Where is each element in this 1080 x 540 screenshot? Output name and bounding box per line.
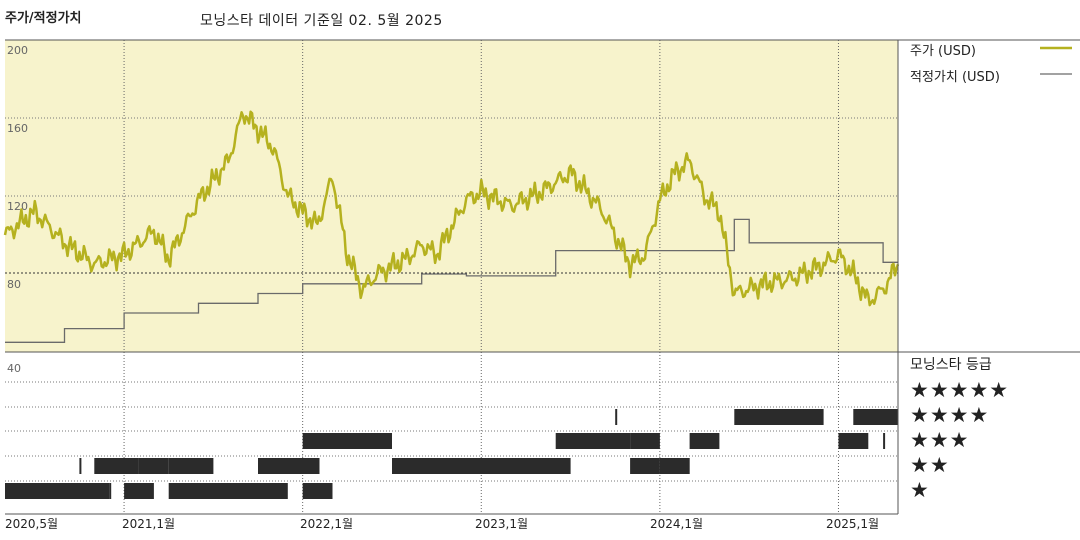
fair-value-series-line bbox=[5, 218, 898, 343]
rating-bar-1-star bbox=[302, 483, 333, 499]
y-tick-label: 160 bbox=[7, 122, 28, 135]
y-tick-label: 200 bbox=[7, 44, 28, 57]
x-tick-label-2025-1: 2025,1월 bbox=[826, 517, 880, 531]
x-tick-label-2020-5: 2020,5월 bbox=[5, 517, 59, 531]
rating-bars bbox=[5, 409, 898, 499]
rating-bar-4-star bbox=[853, 409, 898, 425]
rating-bar-2-star bbox=[94, 458, 139, 474]
rating-bar-2-star bbox=[630, 458, 660, 474]
y-tick-label: 80 bbox=[7, 278, 21, 291]
vertical-grid bbox=[123, 40, 839, 514]
rating-bar-3-star bbox=[838, 433, 869, 449]
rating-row-1-star: ★ bbox=[910, 478, 930, 502]
x-tick-label-2021-1: 2021,1월 bbox=[122, 517, 176, 531]
rating-bar-3-star bbox=[630, 433, 660, 449]
rating-title: 모닝스타 등급 bbox=[910, 357, 992, 373]
rating-bar-3-star bbox=[302, 433, 392, 449]
rating-bar-3-star bbox=[883, 433, 886, 449]
rating-bar-2-star bbox=[168, 458, 214, 474]
legend-price-label: 주가 (USD) bbox=[910, 44, 976, 59]
x-tick-label-2023-1: 2023,1월 bbox=[475, 517, 529, 531]
x-tick-label-2024-1: 2024,1월 bbox=[650, 517, 704, 531]
rating-row-5-stars: ★★★★★ bbox=[910, 378, 1010, 402]
rating-bar-2-star bbox=[258, 458, 318, 474]
rating-bar-2-star bbox=[138, 458, 169, 474]
rating-bar-2-star bbox=[317, 458, 320, 474]
rating-grid bbox=[5, 381, 898, 482]
rating-row-3-stars: ★★★ bbox=[910, 428, 970, 452]
rating-bar-2-star bbox=[659, 458, 690, 474]
rating-bar-1-star bbox=[109, 483, 112, 499]
chart-subtitle: 모닝스타 데이터 기준일 02. 5월 2025 bbox=[200, 13, 443, 29]
legend-fair-value-label: 적정가치 (USD) bbox=[910, 70, 1000, 85]
rating-bar-3-star bbox=[689, 433, 720, 449]
rating-bar-3-star bbox=[555, 433, 631, 449]
rating-bar-4-star bbox=[734, 409, 824, 425]
y-tick-label: 40 bbox=[7, 362, 21, 375]
rating-bar-1-star bbox=[5, 483, 110, 499]
y-tick-label: 120 bbox=[7, 200, 28, 213]
rating-bar-1-star bbox=[124, 483, 154, 499]
rating-bar-4-star bbox=[615, 409, 618, 425]
rating-bar-2-star bbox=[79, 458, 82, 474]
rating-row-4-stars: ★★★★ bbox=[910, 403, 990, 427]
x-tick-label-2022-1: 2022,1월 bbox=[300, 517, 354, 531]
rating-row-2-stars: ★★ bbox=[910, 453, 950, 477]
chart-title: 주가/적정가치 bbox=[5, 11, 82, 26]
rating-bar-1-star bbox=[168, 483, 199, 499]
rating-bar-2-star bbox=[392, 458, 571, 474]
rating-bar-1-star bbox=[198, 483, 288, 499]
price-series-line bbox=[3, 110, 900, 307]
